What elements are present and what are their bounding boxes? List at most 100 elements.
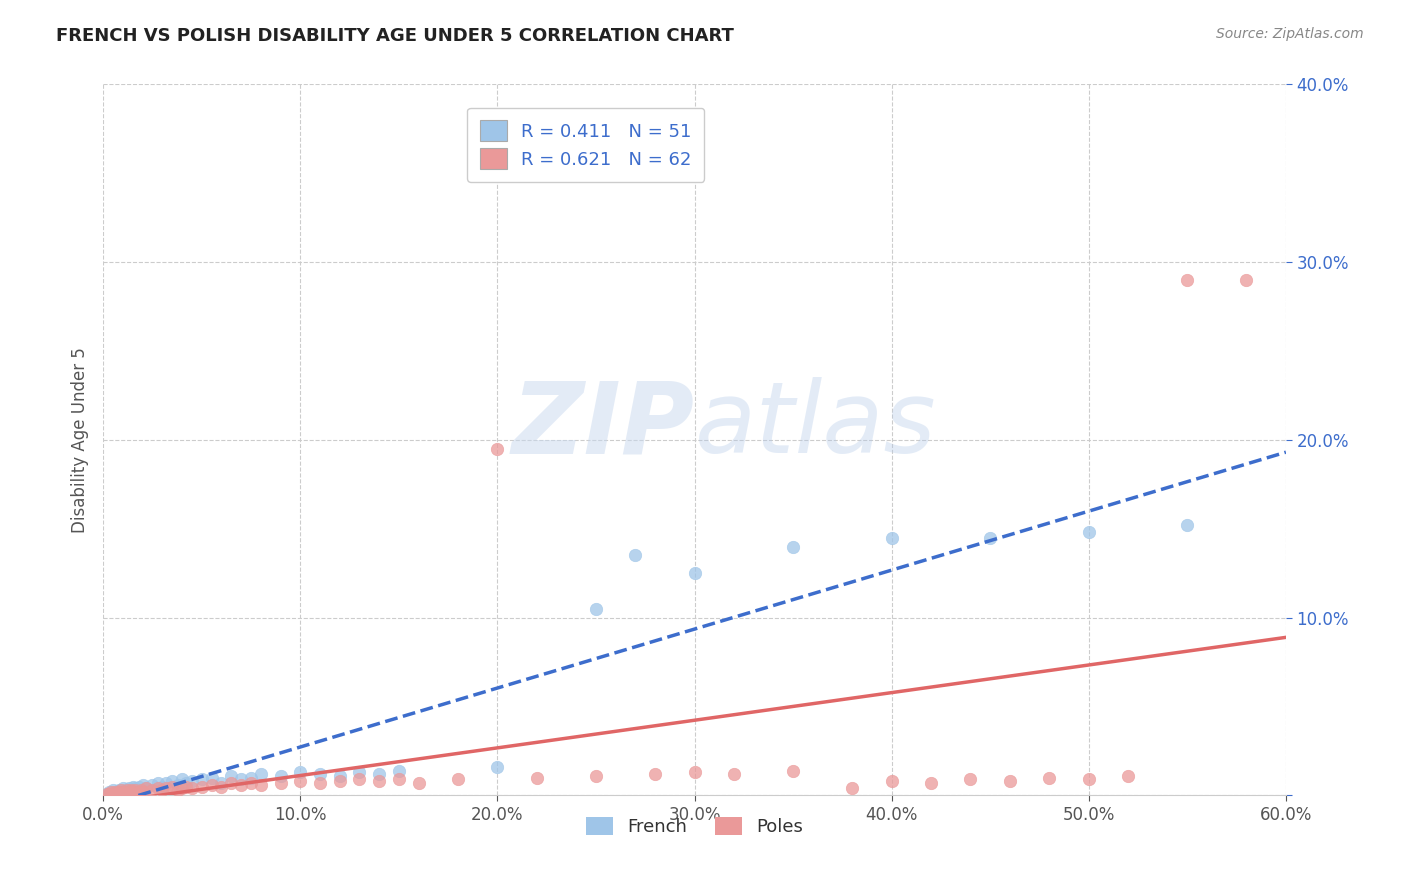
Point [160,774,183,789]
Point [644,767,666,781]
Point [101,783,124,797]
Point [131,778,153,792]
Text: ZIP: ZIP [512,377,695,475]
Point [408,776,430,790]
Point [108,785,131,799]
Point [174,780,197,794]
Point [219,776,242,790]
Point [170,772,193,787]
Point [128,785,150,799]
Point [388,764,411,778]
Point [250,767,273,781]
Point [108,783,131,797]
Point [290,765,312,780]
Point [98,785,121,799]
Point [998,774,1021,789]
Point [329,774,352,789]
Point [1175,273,1198,287]
Point [959,772,981,787]
Point [683,765,706,780]
Point [309,767,332,781]
Point [141,778,163,792]
Point [250,778,273,792]
Point [121,780,143,794]
Point [841,781,863,796]
Point [124,783,146,797]
Point [209,776,232,790]
Point [880,531,903,545]
Point [150,780,173,794]
Point [388,772,411,787]
Point [110,785,132,799]
Point [111,785,134,799]
Point [349,765,371,780]
Point [349,772,371,787]
Point [526,771,548,785]
Point [110,783,132,797]
Point [167,783,190,797]
Text: FRENCH VS POLISH DISABILITY AGE UNDER 5 CORRELATION CHART: FRENCH VS POLISH DISABILITY AGE UNDER 5 … [56,27,734,45]
Point [880,774,903,789]
Y-axis label: Disability Age Under 5: Disability Age Under 5 [72,347,89,533]
Point [104,785,127,799]
Point [1116,769,1139,783]
Point [120,783,142,797]
Point [135,781,157,796]
Point [148,776,170,790]
Point [723,767,745,781]
Point [121,785,143,799]
Point [150,783,173,797]
Point [190,772,212,787]
Point [167,778,190,792]
Point [200,771,222,785]
Point [100,785,122,799]
Point [155,776,177,790]
Point [135,781,157,796]
Point [174,776,197,790]
Point [111,781,134,796]
Point [624,549,647,563]
Point [486,760,509,774]
Point [240,771,263,785]
Point [105,787,128,801]
Point [1077,525,1099,540]
Point [1038,771,1060,785]
Text: Source: ZipAtlas.com: Source: ZipAtlas.com [1216,27,1364,41]
Point [115,785,138,799]
Point [1236,273,1258,287]
Point [128,780,150,794]
Point [920,776,942,790]
Point [683,566,706,581]
Point [585,601,607,615]
Legend: French, Poles: French, Poles [579,809,810,843]
Point [125,787,148,801]
Point [190,780,212,794]
Point [229,772,252,787]
Text: atlas: atlas [695,377,936,475]
Point [96,787,118,801]
Point [100,787,122,801]
Point [782,764,804,778]
Point [118,781,141,796]
Point [1175,518,1198,533]
Point [180,781,202,796]
Point [120,783,142,797]
Point [148,781,170,796]
Point [96,787,118,801]
Point [114,787,136,801]
Point [170,781,193,796]
Point [1077,772,1099,787]
Point [104,785,127,799]
Point [200,778,222,792]
Point [309,776,332,790]
Point [270,769,292,783]
Point [101,787,124,801]
Point [115,783,138,797]
Point [124,781,146,796]
Point [290,774,312,789]
Point [155,781,177,796]
Point [209,780,232,794]
Point [98,787,121,801]
Point [118,785,141,799]
Point [329,769,352,783]
